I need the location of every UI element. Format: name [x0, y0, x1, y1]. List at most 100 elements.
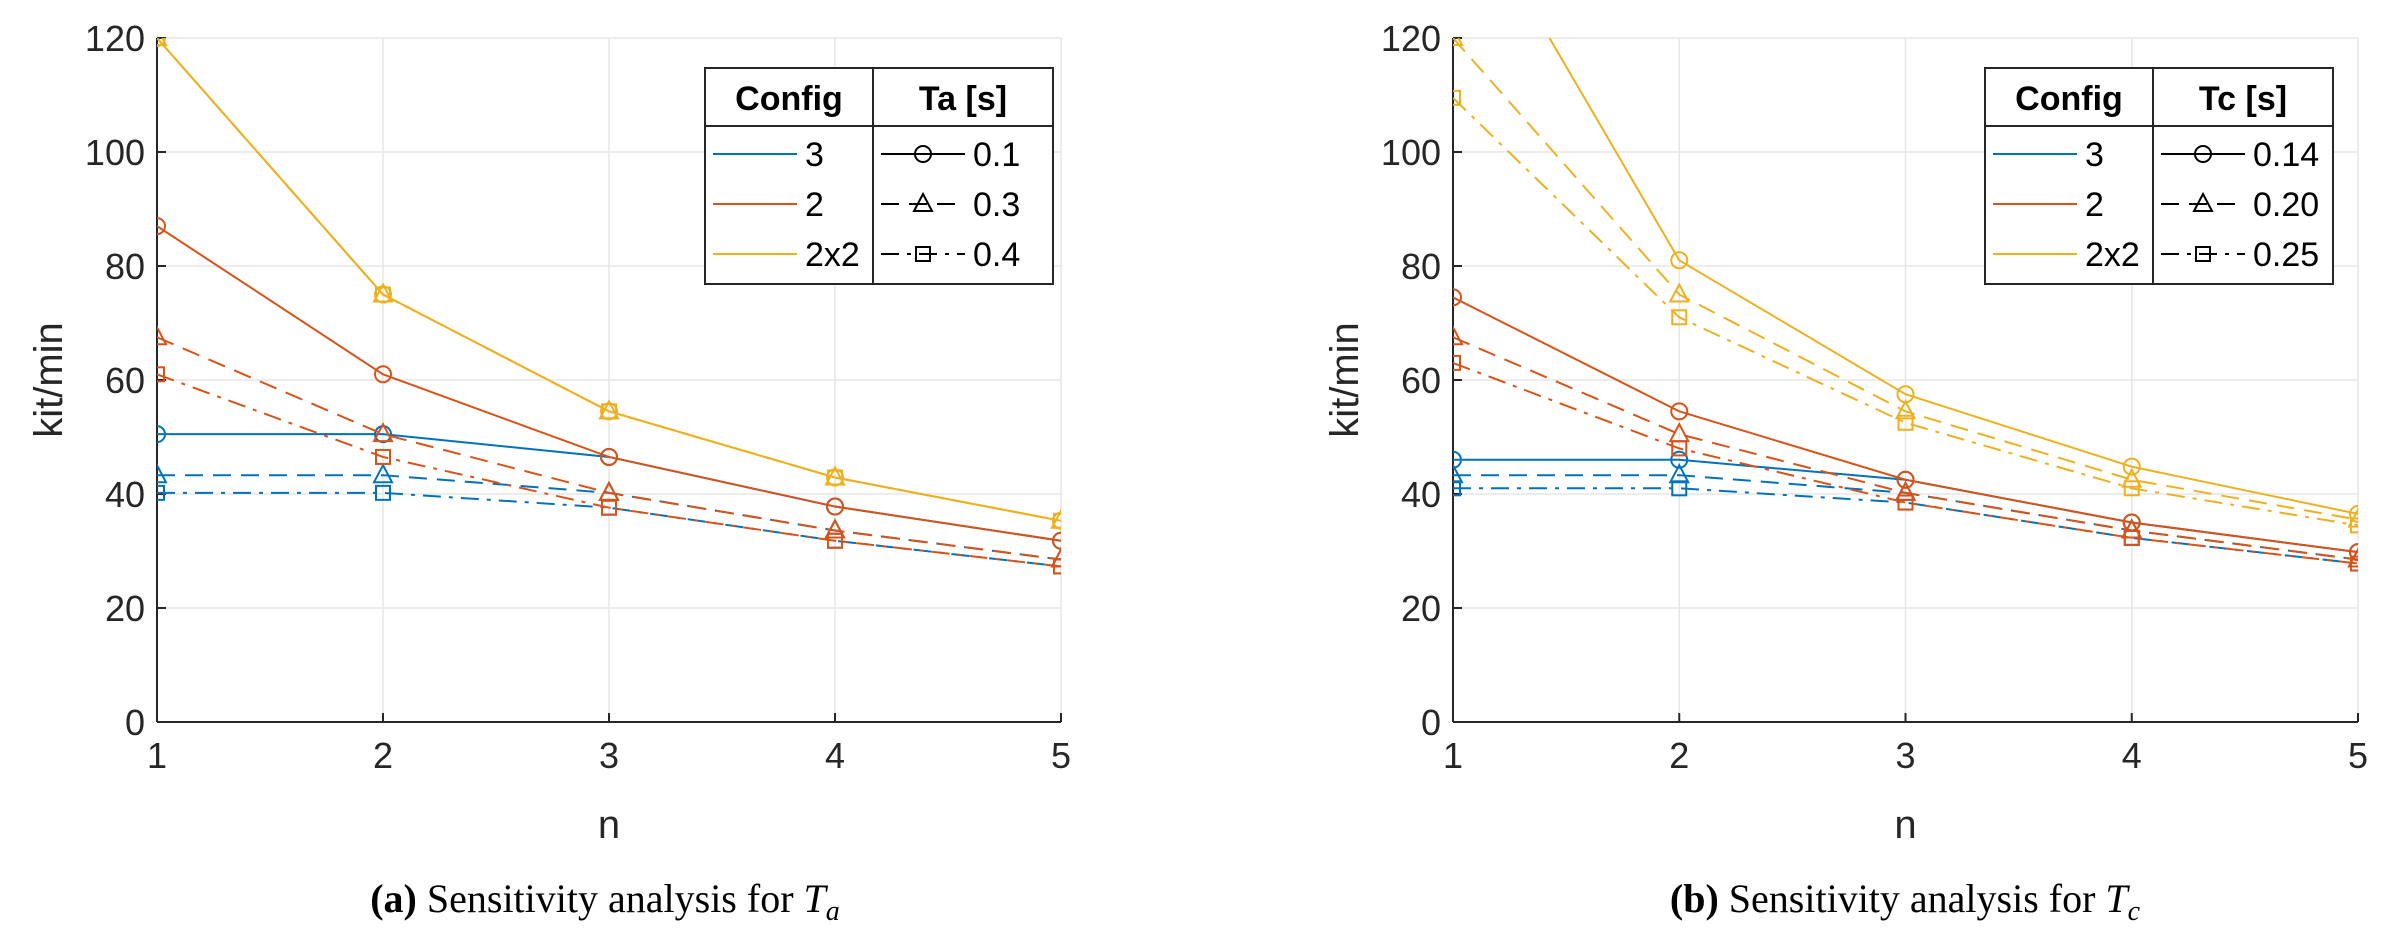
square-marker: [601, 403, 617, 420]
series-line-2-0.3: [157, 336, 1061, 561]
legend-config-label: 3: [2085, 136, 2104, 174]
panel-caption: (b) Sensitivity analysis for Tc: [1670, 876, 2141, 927]
x-tick-label: 2: [1669, 735, 1689, 776]
legend-param-header: Tc [s]: [2199, 80, 2287, 118]
circle-marker: [1896, 470, 1915, 489]
legend-param-label: 0.3: [973, 186, 1020, 224]
legend-triangle-marker: [912, 191, 934, 212]
square-marker: [827, 469, 843, 486]
square-marker: [1671, 309, 1688, 326]
y-tick-label: 100: [1381, 132, 1441, 173]
x-tick-label: 5: [1051, 735, 1071, 776]
legend-param-label: 0.14: [2253, 136, 2319, 174]
caption-label: (a): [370, 876, 417, 921]
y-tick-label: 100: [85, 132, 145, 173]
triangle-marker: [1453, 463, 1464, 484]
series-line-2-0.20: [1453, 336, 2358, 561]
triangle-marker: [2121, 467, 2143, 488]
x-tick-label: 4: [2122, 735, 2142, 776]
caption-text: Sensitivity analysis for: [417, 876, 804, 921]
triangle-marker: [1668, 282, 1690, 303]
square-marker: [2350, 517, 2358, 534]
legend-circle-marker: [2194, 145, 2212, 163]
legend-config-label: 2x2: [2085, 236, 2140, 274]
y-tick-label: 20: [105, 588, 145, 629]
series-group: [1453, 38, 2358, 572]
legend-circle-marker: [914, 145, 932, 163]
series-line-2-0.14: [1453, 296, 2358, 554]
y-tick-label: 120: [85, 18, 145, 59]
circle-marker: [600, 447, 618, 466]
legend-config-header: Config: [735, 80, 843, 118]
y-tick-label: 0: [125, 702, 145, 743]
square-marker: [2350, 555, 2358, 572]
series-line-2-0.4: [157, 373, 1061, 568]
circle-marker: [1670, 251, 1689, 270]
triangle-marker: [1050, 508, 1061, 529]
legend-config-label: 2: [805, 186, 824, 224]
series-line-2x2-0.4: [157, 38, 1061, 522]
y-tick-label: 60: [105, 360, 145, 401]
legend-box: [704, 67, 1054, 285]
triangle-marker: [157, 325, 168, 346]
panel-b: 1 2 3 4 5 0 20 40 60 80 100 120 n kit/min Config Tc [s]…: [1323, 18, 2368, 927]
caption-symbol: T: [2105, 876, 2130, 921]
square-marker: [157, 484, 165, 501]
x-tick-label: 3: [1895, 735, 1915, 776]
legend: Config Tc [s] 3 2 2x2 0.14 0.20 0.25: [1984, 67, 2334, 285]
square-marker: [1671, 440, 1688, 457]
circle-marker: [826, 497, 844, 516]
square-marker: [1671, 480, 1688, 497]
series-line-2x2-0.20: [1453, 38, 2358, 521]
x-tick-label: 3: [599, 735, 619, 776]
x-axis-label: n: [1894, 803, 1916, 847]
y-tick-label: 20: [1401, 588, 1441, 629]
series-line-2-0.25: [1453, 361, 2358, 565]
circle-marker: [1453, 288, 1462, 307]
triangle-marker: [372, 463, 394, 484]
y-axis-label: kit/min: [27, 322, 71, 438]
square-marker: [375, 484, 391, 501]
caption-subscript: a: [826, 896, 840, 927]
legend-config-label: 3: [805, 136, 824, 174]
triangle-marker: [372, 422, 394, 443]
y-tick-label: 80: [1401, 246, 1441, 287]
y-tick-label: 60: [1401, 360, 1441, 401]
square-marker: [1897, 494, 1914, 511]
square-marker: [1897, 414, 1914, 431]
legend-config-label: 2x2: [805, 236, 860, 274]
circle-marker: [157, 425, 166, 444]
square-marker: [1053, 558, 1061, 575]
y-tick-label: 0: [1421, 702, 1441, 743]
legend-square-marker: [915, 246, 931, 262]
circle-marker: [2122, 457, 2141, 476]
legend-param-header: Ta [s]: [919, 80, 1007, 118]
triangle-marker: [1453, 325, 1464, 346]
y-axis-label: kit/min: [1323, 322, 1367, 438]
circle-marker: [374, 365, 392, 384]
triangle-marker: [1894, 480, 1917, 501]
legend-param-label: 0.4: [973, 236, 1020, 274]
x-tick-label: 5: [2348, 735, 2368, 776]
circle-marker: [157, 217, 166, 236]
legend-param-label: 0.20: [2253, 186, 2319, 224]
square-marker: [375, 286, 391, 303]
series-group: [157, 38, 1061, 575]
square-marker: [601, 499, 617, 516]
square-marker: [2123, 529, 2140, 546]
square-marker: [375, 448, 391, 465]
y-tick-label: 40: [105, 474, 145, 515]
legend-param-label: 0.1: [973, 136, 1020, 174]
circle-marker: [1453, 450, 1462, 469]
legend-triangle-marker: [2192, 191, 2214, 212]
caption-label: (b): [1670, 876, 1719, 921]
y-tick-label: 120: [1381, 18, 1441, 59]
legend-config-header: Config: [2015, 80, 2123, 118]
circle-marker: [2349, 504, 2358, 523]
triangle-marker: [1894, 399, 1917, 420]
triangle-marker: [157, 463, 168, 484]
series-line-2x2-0.14: [1548, 38, 2358, 515]
legend-config-label: 2: [2085, 186, 2104, 224]
square-marker: [1453, 89, 1461, 106]
